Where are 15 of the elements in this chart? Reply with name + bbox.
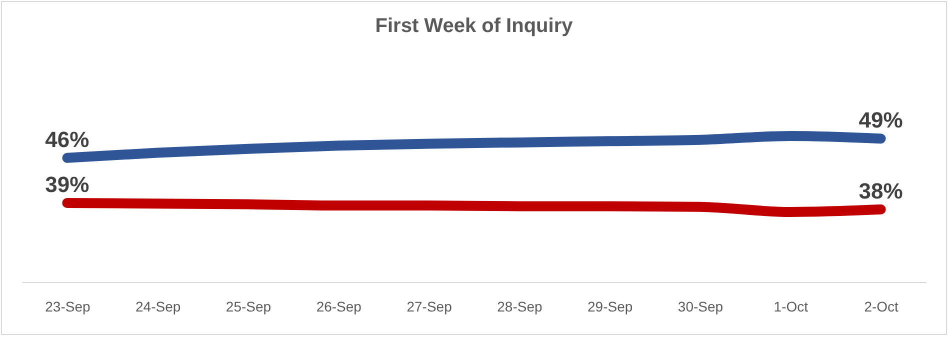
x-tick-label: 28-Sep bbox=[497, 298, 542, 314]
x-tick-label: 24-Sep bbox=[136, 298, 181, 314]
data-label: 38% bbox=[858, 178, 903, 204]
x-tick-label: 23-Sep bbox=[45, 298, 90, 314]
x-tick-label: 26-Sep bbox=[316, 298, 362, 314]
chart-title: First Week of Inquiry bbox=[375, 15, 574, 37]
x-tick-label: 27-Sep bbox=[406, 298, 452, 314]
data-label: 49% bbox=[858, 108, 903, 133]
x-tick-label: 29-Sep bbox=[588, 298, 633, 314]
data-label: 39% bbox=[45, 172, 90, 197]
x-tick-label: 1-Oct bbox=[774, 298, 808, 314]
x-tick-label: 2-Oct bbox=[864, 298, 899, 314]
data-label: 46% bbox=[45, 126, 90, 152]
x-tick-label: 25-Sep bbox=[226, 298, 272, 314]
x-tick-label: 30-Sep bbox=[678, 298, 724, 314]
